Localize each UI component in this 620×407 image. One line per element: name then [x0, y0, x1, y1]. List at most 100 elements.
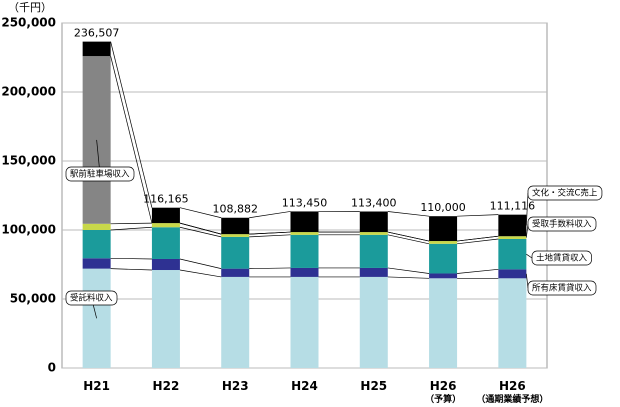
bar-segment	[82, 41, 111, 57]
bar-segment	[151, 223, 180, 228]
legend-label: 駅前駐車場収入	[70, 169, 130, 180]
legend-box	[65, 166, 135, 182]
bar-segment	[498, 236, 527, 239]
bar-segment	[221, 276, 250, 368]
total-label: 108,882	[212, 203, 258, 216]
bar-segment	[498, 238, 527, 270]
connector	[387, 211, 430, 217]
bar-segment	[151, 227, 180, 259]
connector	[110, 268, 152, 271]
connector	[179, 222, 222, 235]
connector	[179, 258, 222, 269]
legend-box	[527, 185, 603, 201]
legend-item: 受取手数料収入	[526, 216, 597, 238]
connector	[387, 267, 430, 274]
leader-line	[526, 253, 533, 259]
total-label: 236,507	[74, 27, 120, 40]
bar-segment	[82, 258, 111, 269]
bar-segment	[82, 223, 111, 230]
legend-box	[531, 250, 592, 266]
bar-segment	[429, 216, 458, 242]
connector	[179, 226, 222, 238]
connector	[387, 234, 430, 245]
connector	[457, 214, 499, 217]
bar-segment	[498, 278, 527, 368]
bar-segment	[359, 232, 388, 235]
connector	[110, 222, 152, 225]
connector	[179, 269, 222, 278]
legend-item: 文化・交流C売上	[526, 185, 603, 226]
y-tick-label: 50,000	[10, 292, 56, 306]
bar-segment	[498, 269, 527, 279]
connector	[457, 268, 499, 274]
connector	[110, 41, 153, 208]
bar-segment	[429, 241, 458, 244]
connector	[387, 276, 430, 279]
bar-segment	[221, 236, 250, 269]
bar-segment	[498, 214, 527, 237]
bar-segment	[429, 278, 458, 368]
bar-segment	[82, 230, 111, 259]
bar-segment	[429, 273, 458, 279]
legend-item: 土地賃貸収入	[526, 250, 592, 266]
bar-segment	[151, 207, 180, 224]
connector	[249, 234, 291, 238]
legend-item: 駅前駐車場収入	[65, 139, 135, 182]
legend-label: 土地賃貸収入	[536, 253, 588, 264]
total-label: 113,400	[351, 197, 397, 210]
legend-item: 受託料収入	[65, 290, 118, 319]
bar-segment	[290, 267, 319, 277]
x-tick-label: H25	[360, 379, 387, 393]
bar-segment	[290, 276, 319, 368]
bar-segment	[359, 211, 388, 233]
total-label: 111,116	[490, 200, 536, 213]
legend-label: 所有床賃貸収入	[532, 283, 592, 294]
total-label: 113,450	[282, 196, 328, 209]
legend-label: 受託料収入	[70, 293, 113, 304]
connector	[249, 231, 291, 235]
y-tick-label: 100,000	[1, 223, 56, 237]
legend-box	[527, 280, 597, 296]
x-tick-label: H24	[291, 379, 318, 393]
y-tick-label: 0	[48, 361, 56, 375]
connector	[249, 211, 291, 219]
y-tick-label: 150,000	[1, 154, 56, 168]
y-unit-label: （千円）	[8, 1, 52, 14]
bar-segment	[290, 234, 319, 268]
connector	[457, 238, 499, 245]
bar-segment	[221, 268, 250, 277]
bar-segment	[290, 232, 319, 235]
x-tick-label: H21	[83, 379, 110, 393]
total-label: 110,000	[420, 201, 466, 214]
connector	[387, 231, 430, 242]
legend-box	[65, 290, 118, 306]
legend-label: 受取手数料収入	[532, 219, 592, 230]
connector	[110, 257, 152, 260]
leader-line	[526, 192, 529, 226]
connector	[110, 226, 152, 231]
y-tick-label: 200,000	[1, 85, 56, 99]
connector	[457, 235, 499, 242]
bar-segment	[359, 234, 388, 268]
bar-segment	[359, 276, 388, 368]
bar-segment	[359, 267, 388, 277]
bar-segment	[221, 217, 250, 235]
bar-segment	[151, 258, 180, 271]
connector	[249, 267, 291, 269]
y-tick-label: 250,000	[1, 16, 56, 30]
x-tick-label: H22	[153, 379, 180, 393]
total-label: 116,165	[143, 193, 189, 206]
bar-segment	[151, 270, 180, 368]
x-tick-label: H26 （予算）	[425, 379, 461, 405]
connector	[110, 56, 153, 224]
bar-segment	[290, 211, 319, 233]
connector	[179, 207, 222, 219]
bar-segment	[429, 243, 458, 274]
x-tick-label: H23	[222, 379, 249, 393]
bar-segment	[221, 234, 250, 237]
legend-item: 所有床賃貸収入	[526, 273, 597, 296]
x-tick-label: H26 （通期業績予想）	[476, 379, 548, 405]
grid	[62, 22, 547, 369]
legend-label: 文化・交流C売上	[532, 188, 598, 199]
